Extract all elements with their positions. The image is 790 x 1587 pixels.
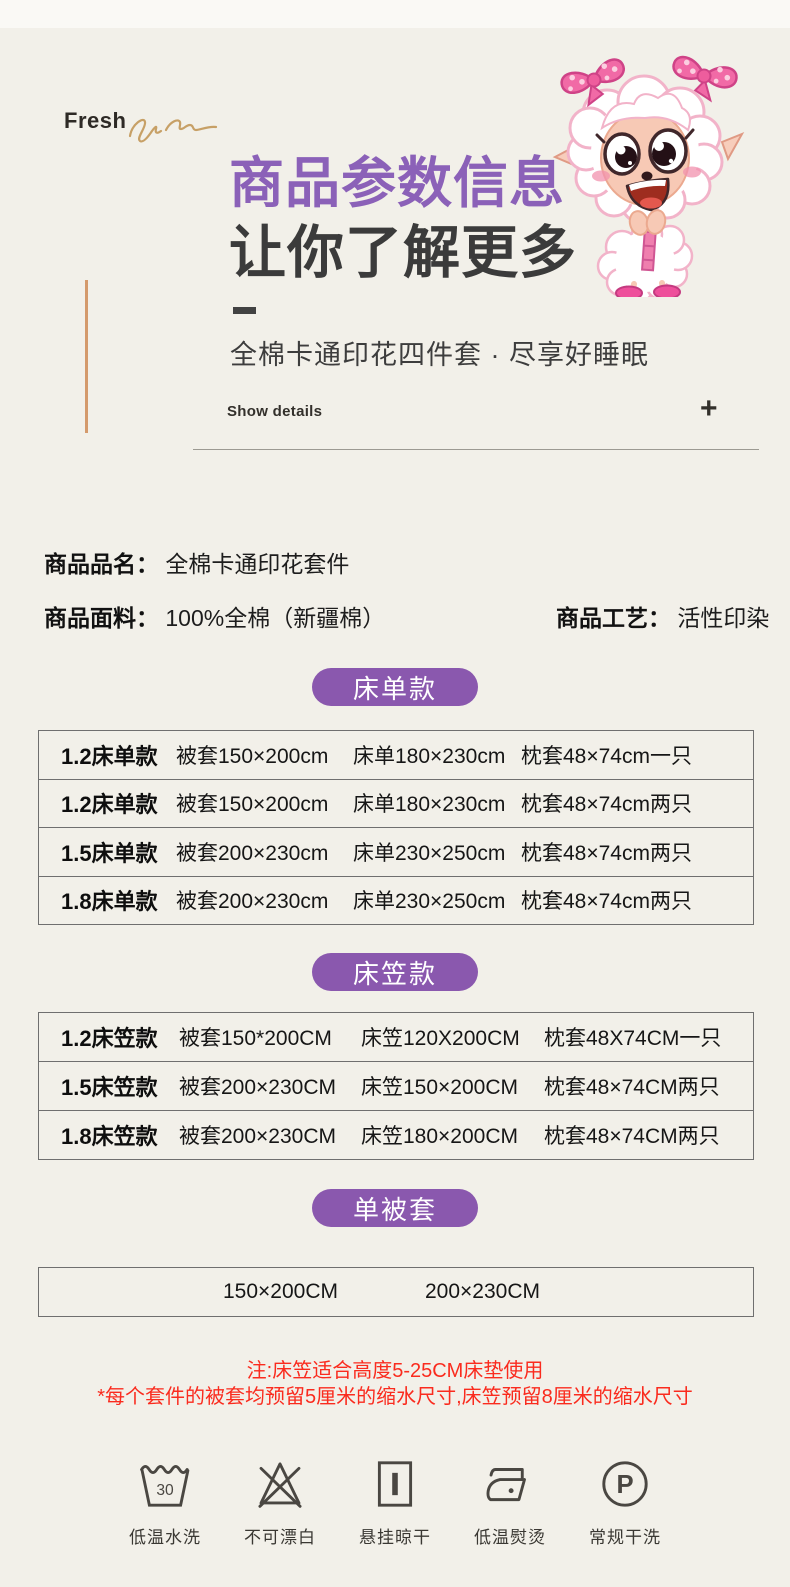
fitted-cell: 床笠180×200CM [361,1125,518,1148]
iron-low-temp-icon [486,1468,526,1502]
signature-flourish-icon [129,118,218,143]
accent-vertical-line [85,280,88,433]
care-label: 低温水洗 [129,1528,201,1547]
product-name-label: 商品品名： [44,551,159,577]
product-craft-group: 商品工艺： 活性印染 [556,599,769,633]
table-row: 1.5床单款 被套200×230cm 床单230×250cm 枕套48×74cm… [39,827,753,876]
table-row: 1.2床笠款 被套150*200CM 床笠120X200CM 枕套48X74CM… [39,1013,753,1061]
page-title: 商品参数信息 [229,152,566,214]
size-cell: 1.8床笠款 [61,1124,158,1149]
duvet-cell: 被套150*200CM [179,1027,332,1050]
fitted-cell: 床笠120X200CM [361,1027,520,1050]
product-tagline: 全棉卡通印花四件套 · 尽享好睡眠 [230,340,649,370]
svg-text:30: 30 [156,1482,174,1499]
table-row: 1.8床笠款 被套200×230CM 床笠180×200CM 枕套48×74CM… [39,1110,753,1159]
size-cell: 1.5床笠款 [61,1075,158,1100]
section-header-sheet: 床单款 [312,668,478,706]
hang-dry-icon [377,1461,413,1507]
pillow-cell: 枕套48×74CM两只 [544,1076,720,1099]
duvet-size-cell: 150×200CM [223,1280,338,1303]
size-cell: 1.2床单款 [61,743,158,769]
title-divider-dash [233,307,256,314]
table-row: 1.5床笠款 被套200×230CM 床笠150×200CM 枕套48×74CM… [39,1061,753,1110]
product-name-row: 商品品名： 全棉卡通印花套件 [44,545,349,579]
care-item-dryclean: P 常规干洗 [568,1455,683,1548]
wash-low-temp-icon: 30 [140,1465,190,1507]
product-fabric-label: 商品面料： [44,605,159,631]
fitted-cell: 床笠150×200CM [361,1076,518,1099]
note-line-2: *每个套件的被套均预留5厘米的缩水尺寸,床笠预留8厘米的缩水尺寸 [97,1386,693,1408]
duvet-cell: 被套200×230cm [176,841,329,865]
care-item-iron: 低温熨烫 [453,1455,568,1548]
show-details-button[interactable]: Show details [227,403,323,420]
size-cell: 1.2床笠款 [61,1026,158,1051]
brand-name: Fresh [64,108,127,133]
pillow-cell: 枕套48×74cm两只 [521,841,692,865]
size-cell: 1.8床单款 [61,889,158,915]
sheet-cell: 床单230×250cm [353,841,506,865]
mascot-sheep-illustration [552,55,745,297]
pillow-cell: 枕套48X74CM一只 [544,1027,722,1050]
table-row: 1.2床单款 被套150×200cm 床单180×230cm 枕套48×74cm… [39,731,753,779]
shrinkage-notes: 注:床笠适合高度5-25CM床垫使用 *每个套件的被套均预留5厘米的缩水尺寸,床… [0,1358,790,1410]
section-header-fitted: 床笠款 [312,953,478,991]
pillow-cell: 枕套48×74cm两只 [521,793,692,817]
care-item-dry: 悬挂晾干 [338,1455,453,1548]
care-instructions-row: 30 低温水洗 不可漂白 悬挂晾干 低温熨烫 [0,1455,790,1548]
size-cell: 1.5床单款 [61,840,158,866]
svg-text:P: P [616,1471,633,1499]
duvet-cell: 被套200×230CM [179,1076,336,1099]
product-craft-value: 活性印染 [677,605,770,631]
product-name-value: 全棉卡通印花套件 [165,551,350,577]
product-craft-label: 商品工艺： [556,605,671,631]
brand-logo: Fresh [64,108,228,150]
table-row: 1.8床单款 被套200×230cm 床单230×250cm 枕套48×74cm… [39,875,753,925]
size-cell: 1.2床单款 [61,792,158,818]
care-item-wash: 30 低温水洗 [108,1455,223,1548]
product-fabric-row: 商品面料： 100%全棉（新疆棉） 商品工艺： 活性印染 [44,599,769,633]
care-label: 常规干洗 [589,1528,661,1547]
pillow-cell: 枕套48×74cm两只 [521,890,692,914]
no-bleach-icon [258,1462,302,1508]
care-label: 悬挂晾干 [359,1528,431,1547]
spec-table-duvet: 150×200CM 200×230CM [38,1267,754,1317]
pillow-cell: 枕套48×74CM两只 [544,1125,720,1148]
care-label: 低温熨烫 [474,1528,546,1547]
duvet-cell: 被套150×200cm [176,744,329,768]
product-fabric-value: 100%全棉（新疆棉） [165,605,386,631]
dry-clean-p-icon: P [602,1461,648,1507]
section-header-duvet: 单被套 [312,1189,478,1227]
care-label: 不可漂白 [244,1528,316,1547]
page-subtitle: 让你了解更多 [229,221,577,285]
duvet-cell: 被套150×200cm [176,793,329,817]
spec-table-fitted: 1.2床笠款 被套150*200CM 床笠120X200CM 枕套48X74CM… [38,1012,754,1160]
table-row: 1.2床单款 被套150×200cm 床单180×230cm 枕套48×74cm… [39,778,753,828]
note-line-1: 注:床笠适合高度5-25CM床垫使用 [246,1360,544,1382]
pillow-cell: 枕套48×74cm一只 [521,744,692,768]
duvet-cell: 被套200×230CM [179,1125,336,1148]
care-item-bleach: 不可漂白 [223,1455,338,1548]
spec-table-sheet: 1.2床单款 被套150×200cm 床单180×230cm 枕套48×74cm… [38,730,754,925]
sheet-cell: 床单230×250cm [353,890,506,914]
sheet-cell: 床单180×230cm [353,744,506,768]
expand-plus-icon[interactable]: + [700,392,718,425]
header-divider-line [193,449,759,450]
duvet-cell: 被套200×230cm [176,890,329,914]
table-row: 150×200CM 200×230CM [39,1268,753,1316]
duvet-size-cell: 200×230CM [425,1280,540,1303]
sheet-cell: 床单180×230cm [353,793,506,817]
